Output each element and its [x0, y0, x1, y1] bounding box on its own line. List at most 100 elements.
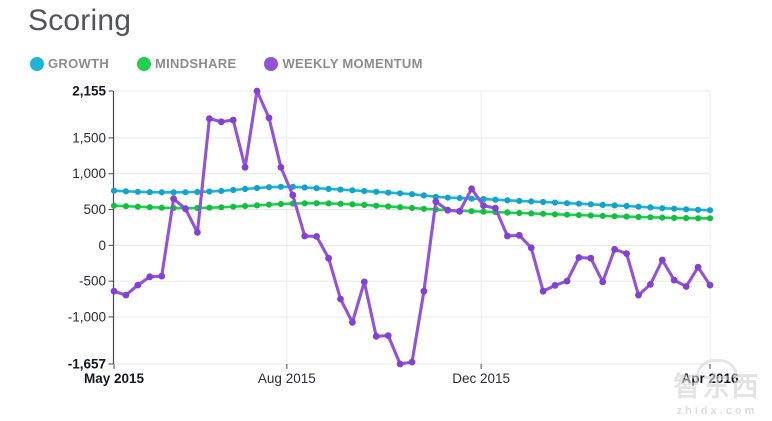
- weekly-momentum-point: [110, 287, 118, 295]
- growth-point: [611, 202, 618, 209]
- mindshare-point: [647, 214, 654, 221]
- weekly-momentum-point: [587, 254, 595, 262]
- growth-point: [551, 199, 559, 206]
- weekly-momentum-point: [325, 254, 332, 262]
- growth-point: [218, 187, 225, 194]
- mindshare-point: [110, 202, 118, 209]
- growth-point: [587, 201, 594, 208]
- mindshare-point: [468, 208, 475, 215]
- mindshare-point: [659, 214, 666, 221]
- growth-point: [253, 184, 261, 192]
- weekly-momentum-point: [611, 245, 618, 253]
- growth-point: [265, 184, 273, 191]
- mindshare-point: [122, 203, 129, 210]
- mindshare-point: [206, 204, 213, 211]
- legend-item-mindshare[interactable]: MINDSHARE: [137, 56, 236, 71]
- y-tick-label: 0: [98, 238, 106, 253]
- growth-point: [110, 187, 118, 194]
- growth-point: [647, 204, 654, 211]
- mindshare-point: [587, 212, 594, 219]
- growth-point: [444, 194, 451, 201]
- mindshare-point: [504, 209, 511, 216]
- mindshare-point: [551, 211, 559, 218]
- weekly-momentum-point: [265, 114, 273, 122]
- weekly-momentum-point: [253, 87, 261, 95]
- mindshare-point: [277, 200, 284, 208]
- growth-point: [599, 201, 606, 208]
- growth-point: [206, 188, 213, 195]
- growth-legend-dot-icon: [30, 56, 44, 71]
- growth-point: [277, 183, 284, 190]
- mindshare-point: [408, 204, 416, 212]
- weekly-momentum-legend-dot-icon: [264, 56, 279, 71]
- weekly-momentum-point: [504, 232, 511, 240]
- weekly-momentum-point: [694, 263, 702, 271]
- mindshare-point: [134, 203, 141, 210]
- mindshare-point: [218, 204, 225, 211]
- weekly-momentum-point: [229, 116, 237, 124]
- mindshare-point: [301, 200, 308, 207]
- growth-point: [683, 206, 690, 213]
- mindshare-point: [146, 204, 153, 211]
- growth-point: [468, 195, 475, 202]
- growth-legend-label: GROWTH: [48, 56, 110, 71]
- mindshare-point: [253, 202, 261, 209]
- growth-series: [110, 183, 714, 214]
- growth-point: [337, 186, 344, 193]
- weekly-momentum-point: [468, 185, 475, 193]
- growth-point: [492, 196, 499, 203]
- weekly-momentum-point: [170, 195, 178, 203]
- growth-point: [695, 206, 702, 213]
- mindshare-point: [349, 201, 356, 208]
- weekly-momentum-point: [682, 283, 690, 290]
- weekly-momentum-point: [158, 272, 166, 280]
- weekly-momentum-point: [206, 115, 213, 122]
- y-tick-label: 1,000: [72, 166, 106, 181]
- weekly-momentum-point: [551, 282, 559, 289]
- weekly-momentum-point: [396, 360, 404, 368]
- growth-point: [432, 193, 439, 200]
- weekly-momentum-point: [492, 204, 499, 212]
- weekly-momentum-point: [563, 277, 571, 285]
- weekly-momentum-point: [217, 118, 225, 126]
- mindshare-point: [671, 214, 678, 221]
- legend-item-growth[interactable]: GROWTH: [30, 56, 109, 71]
- mindshare-point: [635, 213, 642, 221]
- mindshare-point: [325, 200, 332, 207]
- weekly-momentum-point: [337, 295, 344, 303]
- y-tick-label: -1,657: [68, 357, 106, 372]
- growth-point: [420, 192, 427, 199]
- weekly-momentum-point: [122, 291, 130, 299]
- weekly-momentum-point: [670, 276, 678, 284]
- growth-point: [516, 197, 523, 204]
- mindshare-point: [337, 200, 344, 207]
- weekly-momentum-point: [527, 244, 535, 252]
- x-tick-label: May 2015: [84, 371, 145, 386]
- mindshare-point: [563, 211, 571, 218]
- growth-point: [385, 189, 392, 196]
- weekly-momentum-point: [408, 358, 416, 366]
- growth-point: [242, 185, 249, 193]
- legend-item-weekly-momentum[interactable]: WEEKLY MOMENTUM: [264, 56, 422, 71]
- growth-point: [456, 195, 463, 202]
- growth-point: [230, 186, 237, 194]
- growth-point: [397, 190, 404, 197]
- weekly-momentum-point: [480, 202, 487, 210]
- mindshare-point: [158, 204, 165, 211]
- growth-point: [313, 185, 320, 192]
- weekly-momentum-point: [146, 273, 154, 281]
- mindshare-point: [695, 215, 702, 222]
- y-tick-label: 2,155: [72, 84, 106, 99]
- growth-point: [170, 189, 177, 196]
- growth-point: [706, 207, 714, 214]
- legend: GROWTH MINDSHARE WEEKLY MOMENTUM: [30, 56, 423, 71]
- growth-point: [158, 189, 165, 196]
- weekly-momentum-point: [420, 287, 428, 295]
- mindshare-point: [373, 202, 380, 209]
- mindshare-point: [230, 203, 237, 210]
- growth-point: [623, 202, 630, 210]
- mindshare-point: [528, 210, 535, 217]
- weekly-momentum-series: [110, 87, 714, 368]
